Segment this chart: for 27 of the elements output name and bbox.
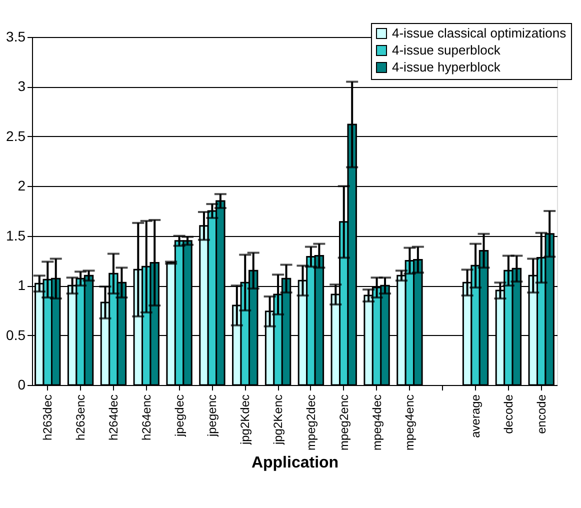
y-tick-label: 2.5 [6,128,26,144]
legend-label: 4-issue superblock [392,42,501,58]
x-tick-label: mpeg4dec [370,394,384,451]
x-tick-label: jpegenc [205,394,220,438]
legend-label: 4-issue classical optimizations [392,26,567,40]
x-axis-title: Application [251,454,339,472]
x-tick-label: decode [501,394,516,434]
y-tick-label: 0.5 [6,326,26,343]
y-tick-label: 0 [18,376,26,392]
x-tick-label: mpeg2enc [336,394,351,451]
x-tick-label: jpg2Kdec [238,394,252,446]
y-tick-label: 3.5 [6,28,26,44]
legend-label: 4-issue hyperblock [392,60,501,74]
y-tick-label: 1.5 [6,227,26,244]
x-tick-label: h263enc [74,394,88,441]
x-tick-label: h264dec [106,394,120,441]
x-tick-label: mpeg2dec [304,394,318,451]
x-tick-label: average [468,394,483,438]
x-tick-label: h264enc [139,394,154,441]
y-tick-label: 2 [18,178,26,194]
y-tick-label: 1 [18,277,26,294]
x-tick-label: mpeg4enc [402,394,417,451]
x-tick-label: jpg2Kenc [271,394,286,446]
y-tick-label: 3 [18,78,26,94]
x-tick-label: encode [534,394,548,434]
x-tick-label: jpegdec [172,394,186,438]
x-tick-label: h263dec [40,394,55,441]
